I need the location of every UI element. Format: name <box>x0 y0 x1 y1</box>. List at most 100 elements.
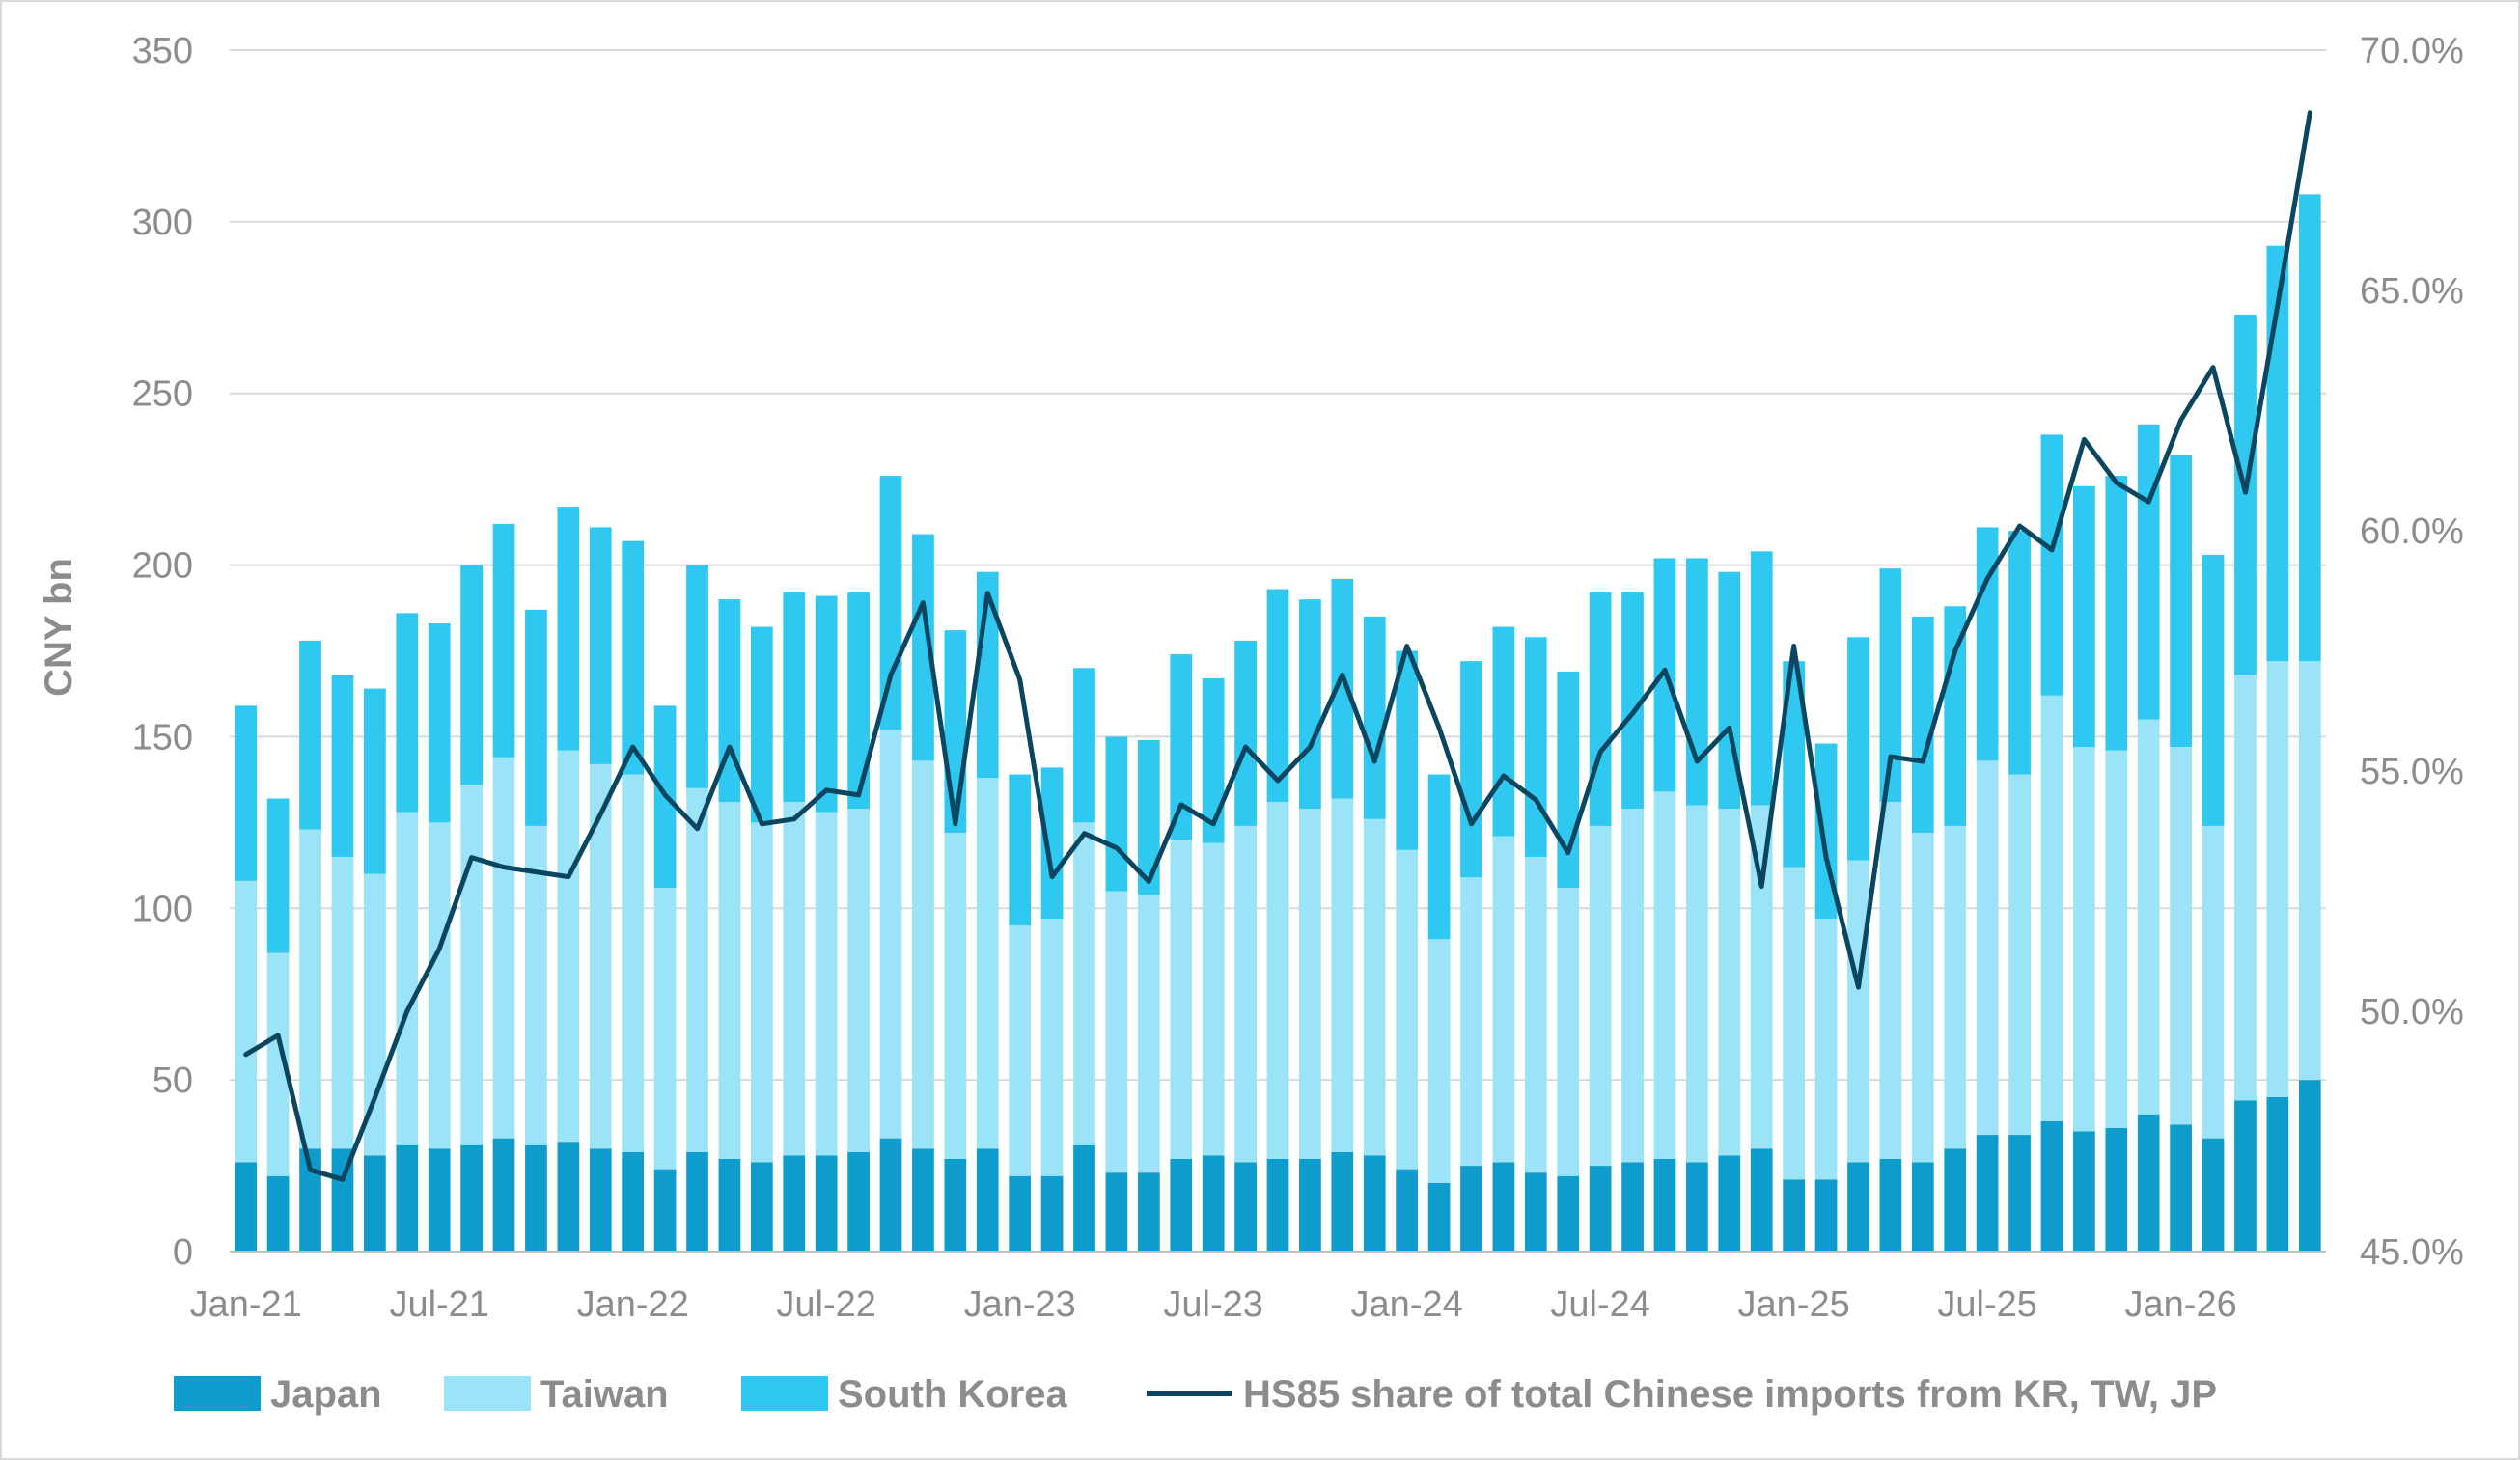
bar-taiwan <box>1040 918 1064 1176</box>
bar-taiwan <box>1234 825 1257 1163</box>
bar-japan <box>2040 1120 2063 1252</box>
x-tick-label: Jan-24 <box>1351 1284 1463 1325</box>
legend-swatch <box>741 1376 828 1411</box>
bar-south-korea <box>1040 767 1064 919</box>
bar-taiwan <box>1331 798 1354 1152</box>
bar-south-korea <box>2073 485 2095 748</box>
bar-taiwan <box>1783 867 1806 1180</box>
bar-japan <box>2105 1127 2128 1252</box>
bar-south-korea <box>750 626 773 823</box>
legend-swatch <box>174 1376 261 1411</box>
bar-taiwan <box>2202 825 2225 1139</box>
bar-south-korea <box>1266 589 1289 803</box>
bar-japan <box>2170 1124 2192 1252</box>
bar-south-korea <box>1396 650 1419 850</box>
bar-taiwan <box>1524 856 1547 1173</box>
bar-japan <box>944 1158 967 1252</box>
bar-south-korea <box>879 476 902 730</box>
bar-taiwan <box>2105 750 2128 1128</box>
bar-japan <box>1170 1158 1193 1252</box>
bar-japan <box>1073 1144 1095 1252</box>
bar-japan <box>364 1155 386 1252</box>
bar-taiwan <box>525 825 547 1145</box>
bar-japan <box>686 1151 708 1252</box>
y-tick-label: 0 <box>173 1232 193 1273</box>
bar-japan <box>299 1148 321 1252</box>
bar-taiwan <box>686 787 708 1152</box>
bar-taiwan <box>1879 802 1902 1159</box>
bar-japan <box>1944 1148 1967 1252</box>
bar-japan <box>1460 1166 1482 1252</box>
bar-south-korea <box>1557 671 1580 888</box>
bar-japan <box>1524 1172 1547 1252</box>
bar-taiwan <box>235 880 258 1163</box>
bar-taiwan <box>589 763 612 1149</box>
bar-taiwan <box>944 833 967 1159</box>
bar-south-korea <box>2170 455 2192 748</box>
bar-south-korea <box>1363 616 1386 819</box>
bar-taiwan <box>2008 774 2031 1136</box>
bar-south-korea <box>1170 654 1193 840</box>
bar-south-korea <box>266 798 290 953</box>
bar-japan <box>1589 1166 1612 1252</box>
line-layer <box>243 110 2312 1182</box>
bar-japan <box>1976 1135 1999 1252</box>
bar-south-korea <box>1524 637 1547 857</box>
bar-japan <box>492 1138 515 1252</box>
bar-south-korea <box>783 592 806 803</box>
bar-taiwan <box>1105 891 1128 1173</box>
y-axis-title: CNY bn <box>38 558 80 697</box>
y-tick-label: 100 <box>132 889 193 929</box>
x-tick-label: Jul-25 <box>1937 1284 2037 1325</box>
bar-taiwan <box>2234 675 2257 1101</box>
bar-taiwan <box>622 774 645 1152</box>
bar-taiwan <box>1299 809 1321 1159</box>
bar-taiwan <box>879 730 902 1139</box>
bar-south-korea <box>1331 578 1354 799</box>
bar-japan <box>2008 1135 2031 1252</box>
bar-japan <box>1492 1162 1515 1252</box>
bar-taiwan <box>1621 809 1644 1163</box>
bar-taiwan <box>847 809 870 1152</box>
bar-taiwan <box>2073 747 2095 1132</box>
bar-taiwan <box>396 812 419 1145</box>
bar-taiwan <box>1427 939 1451 1183</box>
bar-japan <box>557 1142 580 1252</box>
bar-japan <box>1009 1175 1032 1252</box>
bar-japan <box>1653 1158 1676 1252</box>
bar-japan <box>1040 1175 1064 1252</box>
y2-tick-label: 65.0% <box>2360 271 2464 312</box>
bar-south-korea <box>396 613 419 813</box>
bar-south-korea <box>364 688 386 874</box>
bar-taiwan <box>1911 833 1934 1163</box>
bar-japan <box>976 1148 999 1252</box>
y-tick-label: 150 <box>132 717 193 758</box>
bar-japan <box>912 1148 934 1252</box>
bar-japan <box>622 1151 645 1252</box>
bar-south-korea <box>1589 592 1612 826</box>
bar-japan <box>589 1148 612 1252</box>
bar-south-korea <box>1783 661 1806 868</box>
bar-japan <box>2137 1114 2160 1252</box>
x-tick-label: Jan-21 <box>190 1284 302 1325</box>
bar-taiwan <box>1944 825 1967 1149</box>
bar-japan <box>1331 1151 1354 1252</box>
bar-japan <box>815 1155 838 1252</box>
bar-taiwan <box>2266 661 2289 1097</box>
x-tick-label: Jul-24 <box>1550 1284 1650 1325</box>
bar-japan <box>428 1148 451 1252</box>
bar-japan <box>1396 1169 1419 1252</box>
bar-japan <box>1814 1179 1838 1252</box>
bar-taiwan <box>912 760 934 1149</box>
bar-taiwan <box>2298 661 2321 1081</box>
bar-taiwan <box>1750 805 1773 1149</box>
bar-japan <box>1105 1172 1128 1252</box>
bar-south-korea <box>2008 531 2031 775</box>
y2-tick-label: 50.0% <box>2360 992 2464 1033</box>
bar-south-korea <box>1621 592 1644 810</box>
bar-south-korea <box>1073 668 1095 823</box>
bar-japan <box>1911 1162 1934 1252</box>
legend-label: Japan <box>270 1373 382 1416</box>
bar-taiwan <box>815 812 838 1156</box>
